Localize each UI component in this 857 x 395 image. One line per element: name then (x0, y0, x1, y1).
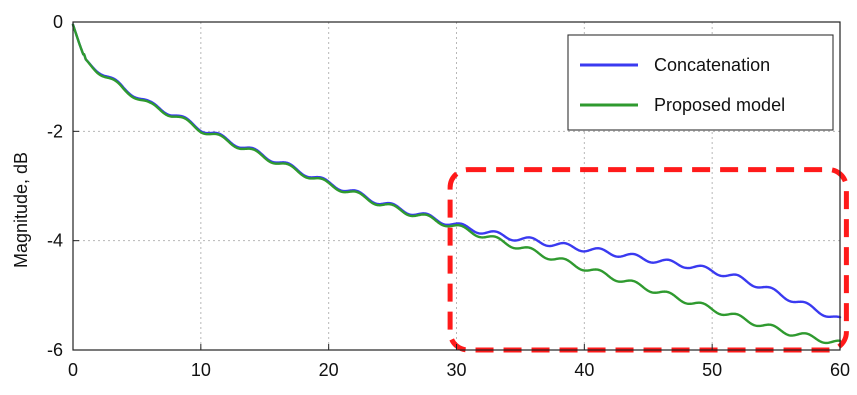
y-tick-label-0: 0 (53, 12, 63, 32)
x-tick-label-30: 30 (446, 360, 466, 380)
legend: Concatenation Proposed model (567, 34, 834, 131)
y-tick-label--6: -6 (47, 340, 63, 360)
x-tick-label-40: 40 (574, 360, 594, 380)
x-tick-label-50: 50 (702, 360, 722, 380)
series-layer (71, 23, 842, 345)
y-tick-label--4: -4 (47, 231, 63, 251)
x-tick-label-20: 20 (319, 360, 339, 380)
legend-label-concatenation: Concatenation (654, 55, 770, 75)
legend-box (567, 34, 834, 131)
series-line-proposed-model (71, 23, 842, 345)
y-axis-label: Magnitude, dB (11, 152, 31, 268)
y-tick-label--2: -2 (47, 121, 63, 141)
x-tick-label-10: 10 (191, 360, 211, 380)
x-tick-label-60: 60 (830, 360, 850, 380)
legend-label-proposed-model: Proposed model (654, 95, 785, 115)
ticks: 0 10 20 30 40 50 60 0 -2 -4 -6 (47, 12, 850, 380)
x-tick-label-0: 0 (68, 360, 78, 380)
